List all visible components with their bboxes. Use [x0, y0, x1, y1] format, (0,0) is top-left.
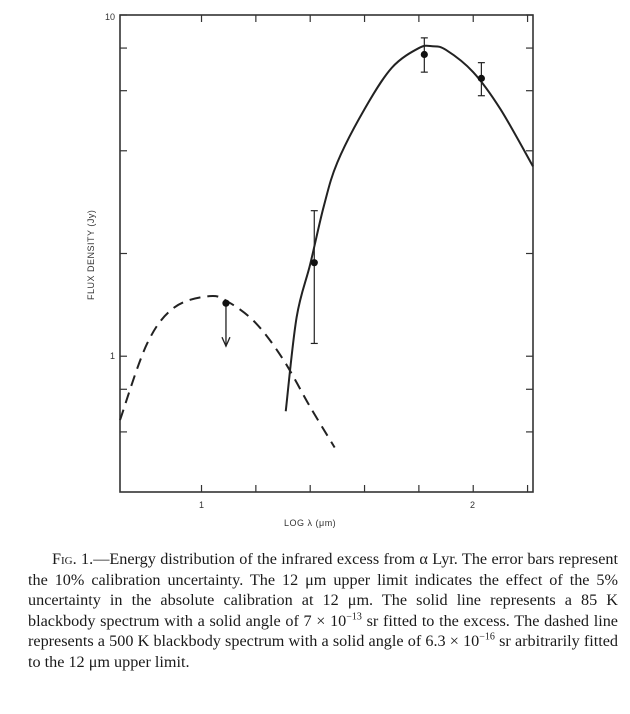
- caption-text-2: sr fitted to the excess. The dashed line…: [28, 611, 618, 651]
- figure-caption: Fig. 1.—Energy distribution of the infra…: [28, 549, 618, 673]
- x-axis-label: LOG λ (μm): [284, 518, 336, 528]
- caption-text-3: sr arbitrarily fitted to the 12 μm upper…: [28, 632, 618, 671]
- data-point: [477, 74, 485, 82]
- blackbody-500k-curve: [119, 294, 336, 449]
- y-axis-label: FLUX DENSITY (Jy): [86, 210, 96, 300]
- caption-text-1: —Energy distribution of the infrared exc…: [28, 550, 618, 630]
- data-point: [222, 299, 230, 307]
- figure-label: Fig. 1.: [52, 550, 94, 568]
- y-tick-label-10: 10: [105, 12, 115, 22]
- data-points: [221, 37, 485, 348]
- axis-ticks: [120, 14, 533, 492]
- caption-exponent-1: −13: [346, 611, 362, 623]
- data-point: [420, 50, 428, 59]
- x-tick-label-2: 2: [470, 500, 475, 510]
- flux-density-chart: 10 1 1 2 LOG λ (μm) FLUX DENSITY (Jy): [86, 12, 534, 528]
- plot-frame: [119, 14, 534, 493]
- y-tick-label-1: 1: [110, 351, 115, 361]
- blackbody-85k-curve: [284, 44, 534, 412]
- arrow-head-icon: [221, 336, 231, 348]
- caption-exponent-2: −16: [479, 631, 495, 643]
- x-tick-label-1: 1: [199, 500, 204, 510]
- data-point: [310, 259, 318, 267]
- curves: [119, 44, 534, 449]
